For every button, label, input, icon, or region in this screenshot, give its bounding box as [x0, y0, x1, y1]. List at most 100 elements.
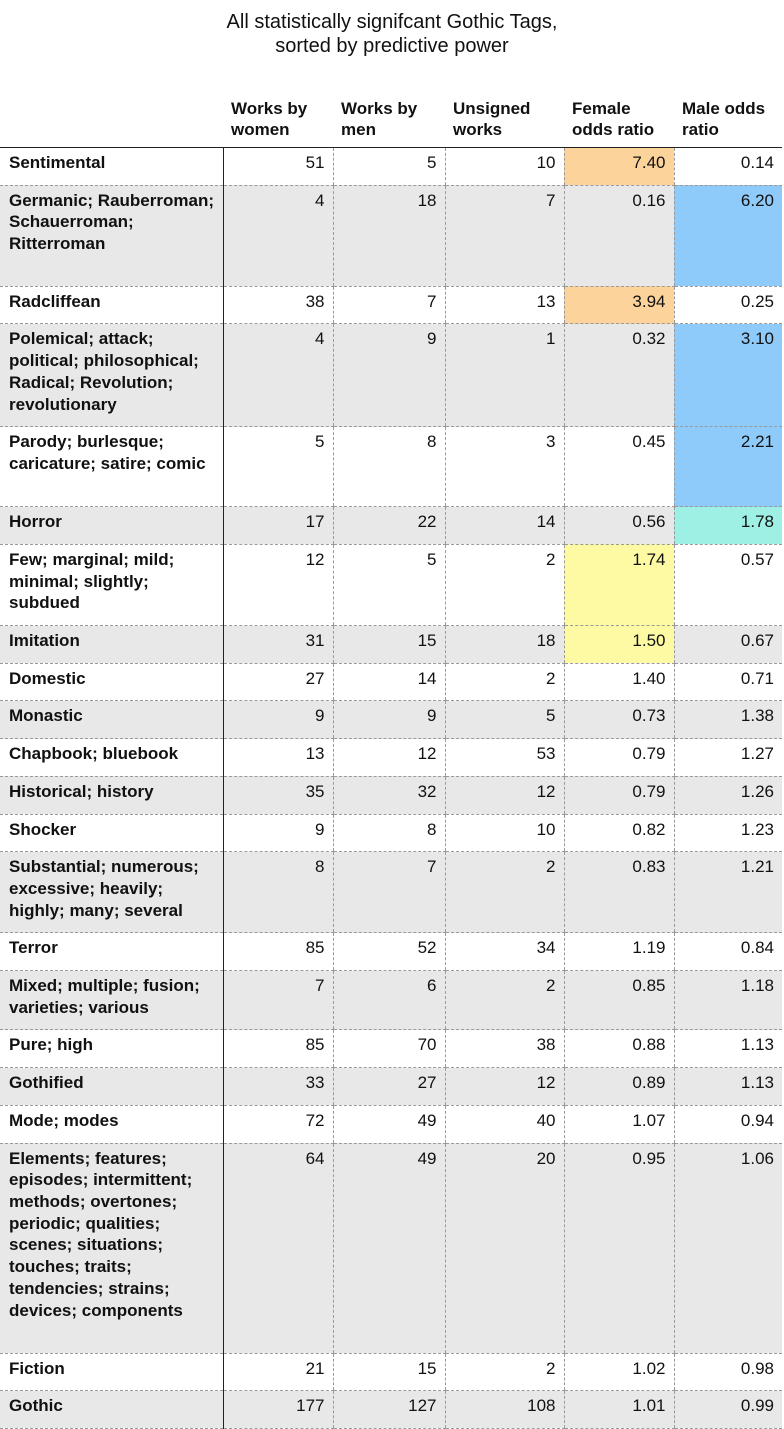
unsigned-works-cell: 20	[444, 1143, 564, 1354]
works-by-women-cell: 7	[223, 970, 333, 1031]
male-odds-ratio-cell: 0.94	[673, 1105, 782, 1144]
works-by-women-cell: 177	[223, 1390, 333, 1429]
works-by-women-cell: 5	[223, 426, 333, 508]
female-odds-ratio-cell: 1.40	[563, 663, 674, 702]
unsigned-works-cell: 2	[444, 544, 564, 627]
tag-label: Horror	[0, 506, 224, 545]
male-odds-ratio-cell: 1.27	[673, 738, 782, 777]
works-by-men-cell: 8	[332, 426, 445, 508]
tag-label: Terror	[0, 932, 224, 972]
works-by-men-cell: 15	[332, 1353, 445, 1392]
works-by-men-cell: 22	[332, 506, 445, 545]
male-odds-ratio-cell: 1.78	[673, 506, 782, 545]
unsigned-works-cell: 34	[444, 932, 564, 972]
female-odds-ratio-cell: 0.79	[563, 776, 674, 815]
unsigned-works-cell: 40	[444, 1105, 564, 1144]
works-by-women-cell: 21	[223, 1353, 333, 1392]
table-row: Terror 85 52 34 1.19 0.84	[0, 932, 782, 972]
table-body: Sentimental 51 5 10 7.40 0.14 Germanic; Rauber…	[0, 147, 782, 1429]
works-by-men-cell: 127	[332, 1390, 445, 1429]
tag-label: Domestic	[0, 663, 224, 702]
unsigned-works-cell: 2	[444, 970, 564, 1031]
header-row: Works by women Works by men Unsigned wor…	[0, 98, 782, 148]
male-odds-ratio-cell: 3.10	[673, 323, 782, 428]
tag-label: Historical; history	[0, 776, 224, 815]
tag-label: Fiction	[0, 1353, 224, 1392]
works-by-men-cell: 18	[332, 185, 445, 287]
female-odds-ratio-cell: 3.94	[563, 286, 674, 325]
male-odds-ratio-cell: 1.06	[673, 1143, 782, 1354]
works-by-men-cell: 15	[332, 625, 445, 664]
tag-label: Substantial; numerous; excessive; heavil…	[0, 851, 224, 934]
female-odds-ratio-cell: 0.82	[563, 814, 674, 853]
male-odds-ratio-cell: 1.13	[673, 1029, 782, 1069]
unsigned-works-cell: 10	[444, 147, 564, 186]
works-by-men-cell: 49	[332, 1143, 445, 1354]
header-tag	[0, 98, 223, 148]
table-row: Imitation 31 15 18 1.50 0.67	[0, 625, 782, 664]
tag-label: Chapbook; bluebook	[0, 738, 224, 777]
table-row: Pure; high 85 70 38 0.88 1.13	[0, 1029, 782, 1069]
works-by-men-cell: 6	[332, 970, 445, 1031]
gothic-tags-table: Works by women Works by men Unsigned wor…	[0, 98, 782, 1429]
table-row: Elements; features; episodes; intermitte…	[0, 1143, 782, 1354]
male-odds-ratio-cell: 0.98	[673, 1353, 782, 1392]
male-odds-ratio-cell: 0.99	[673, 1390, 782, 1429]
works-by-women-cell: 38	[223, 286, 333, 325]
male-odds-ratio-cell: 1.21	[673, 851, 782, 934]
table-row: Gothic 177 127 108 1.01 0.99	[0, 1390, 782, 1429]
female-odds-ratio-cell: 0.79	[563, 738, 674, 777]
works-by-women-cell: 85	[223, 932, 333, 972]
table-row: Substantial; numerous; excessive; heavil…	[0, 851, 782, 934]
unsigned-works-cell: 53	[444, 738, 564, 777]
tag-label: Gothic	[0, 1390, 224, 1429]
female-odds-ratio-cell: 0.16	[563, 185, 674, 287]
tag-label: Germanic; Rauberroman; Schauerroman; Rit…	[0, 185, 224, 287]
tag-label: Polemical; attack; political; philosophi…	[0, 323, 224, 428]
table-row: Sentimental 51 5 10 7.40 0.14	[0, 147, 782, 186]
unsigned-works-cell: 14	[444, 506, 564, 545]
works-by-men-cell: 27	[332, 1067, 445, 1106]
unsigned-works-cell: 1	[444, 323, 564, 428]
table-row: Few; marginal; mild; minimal; slightly; …	[0, 544, 782, 627]
table-row: Germanic; Rauberroman; Schauerroman; Rit…	[0, 185, 782, 287]
female-odds-ratio-cell: 0.95	[563, 1143, 674, 1354]
table-row: Gothified 33 27 12 0.89 1.13	[0, 1067, 782, 1106]
title-line-2: sorted by predictive power	[275, 35, 509, 57]
female-odds-ratio-cell: 0.85	[563, 970, 674, 1031]
female-odds-ratio-cell: 1.02	[563, 1353, 674, 1392]
works-by-men-cell: 70	[332, 1029, 445, 1069]
unsigned-works-cell: 10	[444, 814, 564, 853]
works-by-men-cell: 7	[332, 286, 445, 325]
table-row: Radcliffean 38 7 13 3.94 0.25	[0, 286, 782, 325]
unsigned-works-cell: 38	[444, 1029, 564, 1069]
tag-label: Mixed; multiple; fusion; varieties; vari…	[0, 970, 224, 1031]
works-by-women-cell: 4	[223, 185, 333, 287]
page: All statistically signifcant Gothic Tags…	[0, 11, 782, 1429]
table-row: Mixed; multiple; fusion; varieties; vari…	[0, 970, 782, 1031]
tag-label: Radcliffean	[0, 286, 224, 325]
tag-label: Sentimental	[0, 147, 224, 186]
works-by-men-cell: 7	[332, 851, 445, 934]
male-odds-ratio-cell: 0.57	[673, 544, 782, 627]
works-by-men-cell: 12	[332, 738, 445, 777]
male-odds-ratio-cell: 1.38	[673, 700, 782, 740]
header-female-odds-ratio: Female odds ratio	[564, 98, 674, 148]
works-by-men-cell: 49	[332, 1105, 445, 1144]
female-odds-ratio-cell: 0.89	[563, 1067, 674, 1106]
works-by-women-cell: 51	[223, 147, 333, 186]
unsigned-works-cell: 12	[444, 1067, 564, 1106]
works-by-men-cell: 9	[332, 700, 445, 740]
table-row: Shocker 9 8 10 0.82 1.23	[0, 814, 782, 853]
header-male-odds-ratio: Male odds ratio	[674, 98, 782, 148]
works-by-women-cell: 13	[223, 738, 333, 777]
male-odds-ratio-cell: 1.13	[673, 1067, 782, 1106]
unsigned-works-cell: 7	[444, 185, 564, 287]
works-by-women-cell: 35	[223, 776, 333, 815]
unsigned-works-cell: 5	[444, 700, 564, 740]
works-by-men-cell: 9	[332, 323, 445, 428]
header-works-by-women: Works by women	[223, 98, 333, 148]
unsigned-works-cell: 12	[444, 776, 564, 815]
male-odds-ratio-cell: 1.18	[673, 970, 782, 1031]
male-odds-ratio-cell: 1.23	[673, 814, 782, 853]
